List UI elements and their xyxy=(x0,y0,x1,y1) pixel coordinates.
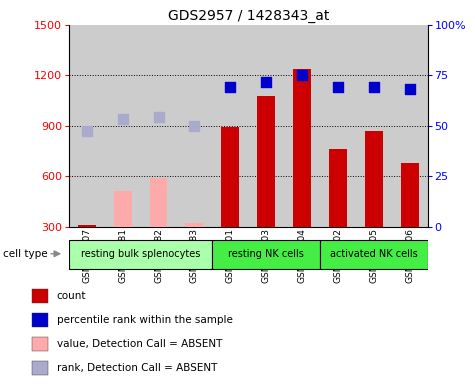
Point xyxy=(190,123,198,129)
Text: count: count xyxy=(57,291,86,301)
Point xyxy=(119,116,126,122)
Bar xyxy=(320,25,356,227)
Point xyxy=(334,84,342,90)
Bar xyxy=(69,240,212,269)
Point xyxy=(298,72,306,78)
Text: resting bulk splenocytes: resting bulk splenocytes xyxy=(81,249,200,259)
Point xyxy=(227,84,234,90)
Bar xyxy=(150,178,168,227)
Bar xyxy=(32,338,48,351)
Text: cell type: cell type xyxy=(3,249,48,259)
Bar xyxy=(212,240,320,269)
Point xyxy=(155,114,162,121)
Bar xyxy=(248,25,284,227)
Point xyxy=(370,84,378,90)
Bar xyxy=(32,313,48,327)
Bar xyxy=(400,163,418,227)
Bar xyxy=(78,225,96,227)
Bar xyxy=(221,127,239,227)
Bar xyxy=(105,25,141,227)
Bar xyxy=(356,25,392,227)
Bar xyxy=(284,25,320,227)
Bar xyxy=(185,223,203,227)
Text: value, Detection Call = ABSENT: value, Detection Call = ABSENT xyxy=(57,339,222,349)
Bar xyxy=(32,361,48,375)
Bar xyxy=(320,240,428,269)
Text: activated NK cells: activated NK cells xyxy=(330,249,418,259)
Text: resting NK cells: resting NK cells xyxy=(228,249,304,259)
Bar xyxy=(392,25,428,227)
Bar xyxy=(212,25,248,227)
Point xyxy=(262,79,270,85)
Text: percentile rank within the sample: percentile rank within the sample xyxy=(57,315,232,325)
Point xyxy=(406,86,413,92)
Bar xyxy=(177,25,212,227)
Bar xyxy=(257,96,275,227)
Bar xyxy=(69,25,105,227)
Bar xyxy=(114,191,132,227)
Title: GDS2957 / 1428343_at: GDS2957 / 1428343_at xyxy=(168,8,329,23)
Point xyxy=(83,128,91,134)
Text: rank, Detection Call = ABSENT: rank, Detection Call = ABSENT xyxy=(57,363,217,373)
Bar xyxy=(141,25,177,227)
Bar xyxy=(365,131,383,227)
Bar xyxy=(329,149,347,227)
Bar xyxy=(32,290,48,303)
Bar xyxy=(293,69,311,227)
